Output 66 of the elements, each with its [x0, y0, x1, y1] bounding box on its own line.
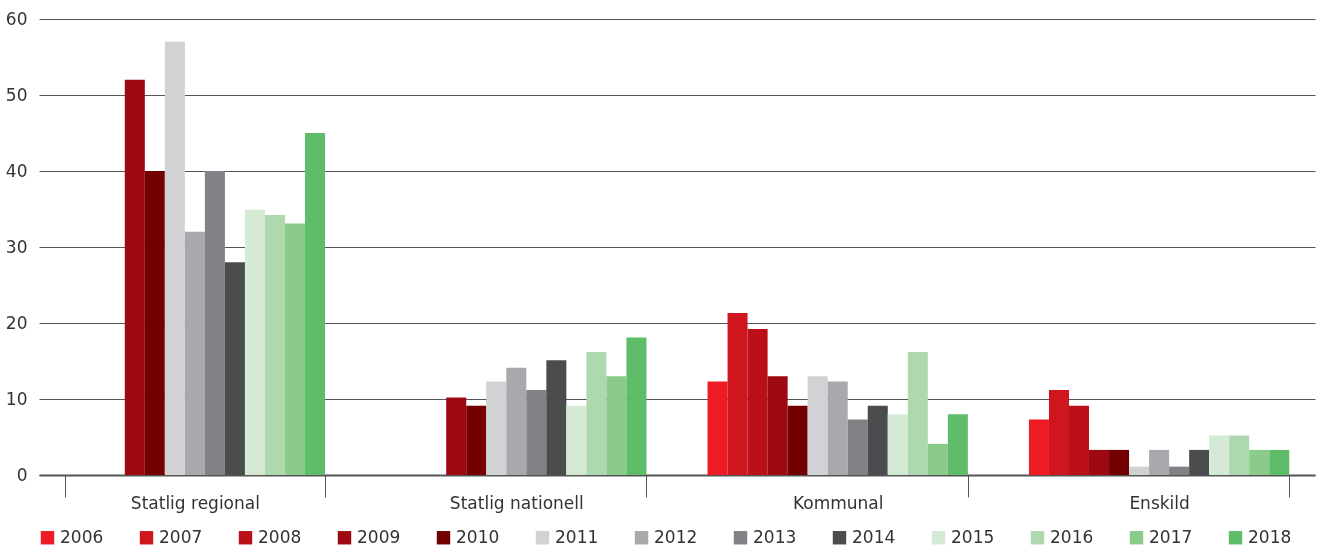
bar: [1069, 405, 1090, 475]
bar: [124, 79, 145, 475]
bar: [446, 397, 467, 475]
legend-label: 2008: [258, 526, 302, 547]
bar: [767, 376, 788, 475]
bar: [244, 209, 265, 475]
y-tick-label: 40: [5, 160, 28, 181]
bar: [606, 376, 627, 475]
bar: [1089, 449, 1110, 475]
bar: [907, 351, 928, 475]
legend-label: 2006: [60, 526, 104, 547]
bar: [164, 41, 185, 475]
legend-label: 2013: [753, 526, 797, 547]
legend-label: 2015: [951, 526, 995, 547]
x-tick-label: Statlig nationell: [449, 492, 584, 513]
bar: [566, 405, 587, 475]
bar: [1249, 449, 1270, 475]
legend-label: 2011: [555, 526, 599, 547]
bar: [1149, 449, 1170, 475]
bar: [204, 171, 225, 475]
x-tick-label: Enskild: [1129, 492, 1190, 513]
y-tick-label: 0: [16, 464, 28, 485]
bar: [847, 419, 868, 475]
bar: [787, 405, 808, 475]
legend-label: 2012: [654, 526, 698, 547]
legend-label: 2007: [159, 526, 203, 547]
bar: [1229, 435, 1250, 475]
bar: [586, 351, 607, 475]
bar: [827, 381, 848, 475]
legend-label: 2016: [1050, 526, 1094, 547]
bar: [466, 405, 487, 475]
y-tick-label: 30: [5, 236, 28, 257]
bar: [144, 171, 165, 475]
bar: [264, 215, 285, 475]
bar: [747, 329, 768, 475]
legend-label: 2018: [1248, 526, 1292, 547]
bar: [947, 414, 968, 475]
bar: [1269, 449, 1290, 475]
bar: [305, 133, 326, 475]
legend-label: 2010: [456, 526, 500, 547]
bar: [1048, 389, 1069, 475]
y-tick-label: 10: [5, 388, 28, 409]
bar: [626, 337, 647, 475]
bar: [727, 313, 748, 475]
bar: [285, 223, 306, 475]
x-tick-label: Statlig regional: [130, 492, 260, 513]
bar: [506, 367, 527, 475]
y-tick-label: 60: [5, 8, 28, 29]
bar: [1109, 449, 1130, 475]
y-tick-label: 20: [5, 312, 28, 333]
bar: [707, 381, 728, 475]
bar: [1209, 435, 1230, 475]
legend-label: 2014: [852, 526, 896, 547]
y-tick-label: 50: [5, 84, 28, 105]
bar: [1028, 419, 1049, 475]
legend-label: 2017: [1149, 526, 1193, 547]
bar: [526, 389, 547, 475]
bar: [1129, 466, 1150, 475]
bar: [1169, 466, 1190, 475]
bar: [807, 376, 828, 475]
legend-label: 2009: [357, 526, 401, 547]
bar: [486, 381, 507, 475]
bar: [887, 414, 908, 475]
bar: [184, 231, 205, 475]
x-tick-label: Kommunal: [792, 492, 884, 513]
bar: [927, 443, 948, 475]
